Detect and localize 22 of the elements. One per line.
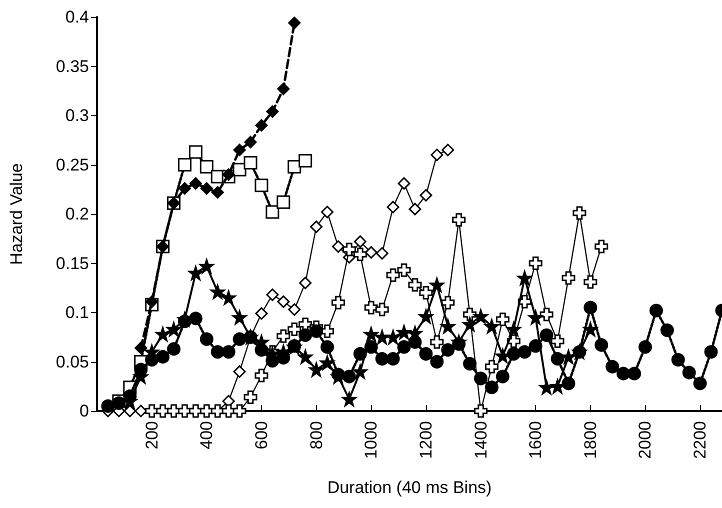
x-tick-label: 800: [306, 421, 326, 450]
x-tick-label: 600: [252, 421, 271, 450]
y-tick-label: 0.15: [56, 254, 89, 273]
y-tick-label: 0.1: [65, 303, 89, 322]
x-tick-label: 1400: [471, 421, 490, 459]
x-tick-label: 200: [142, 421, 162, 450]
x-axis-title: Duration (40 ms Bins): [327, 478, 492, 497]
x-tick-label: 2000: [636, 421, 655, 459]
y-tick-label: 0.3: [65, 106, 89, 125]
y-tick-label: 0.2: [65, 204, 89, 224]
y-tick-label: 0.05: [56, 352, 89, 372]
y-tick-label: 0.25: [56, 155, 89, 174]
x-tick-label: 400: [197, 421, 216, 450]
x-tick-label: 1600: [526, 421, 546, 459]
y-tick-label: 0: [80, 402, 89, 420]
x-tick-label: 1000: [362, 421, 381, 459]
x-tick-label: 1200: [416, 421, 436, 459]
y-axis-title: Hazard Value: [7, 163, 26, 265]
y-tick-label: 0.35: [56, 56, 89, 76]
x-tick-label: 1800: [580, 421, 600, 459]
y-tick-label: 0.4: [65, 8, 89, 26]
x-tick-label: 2200: [690, 421, 710, 459]
